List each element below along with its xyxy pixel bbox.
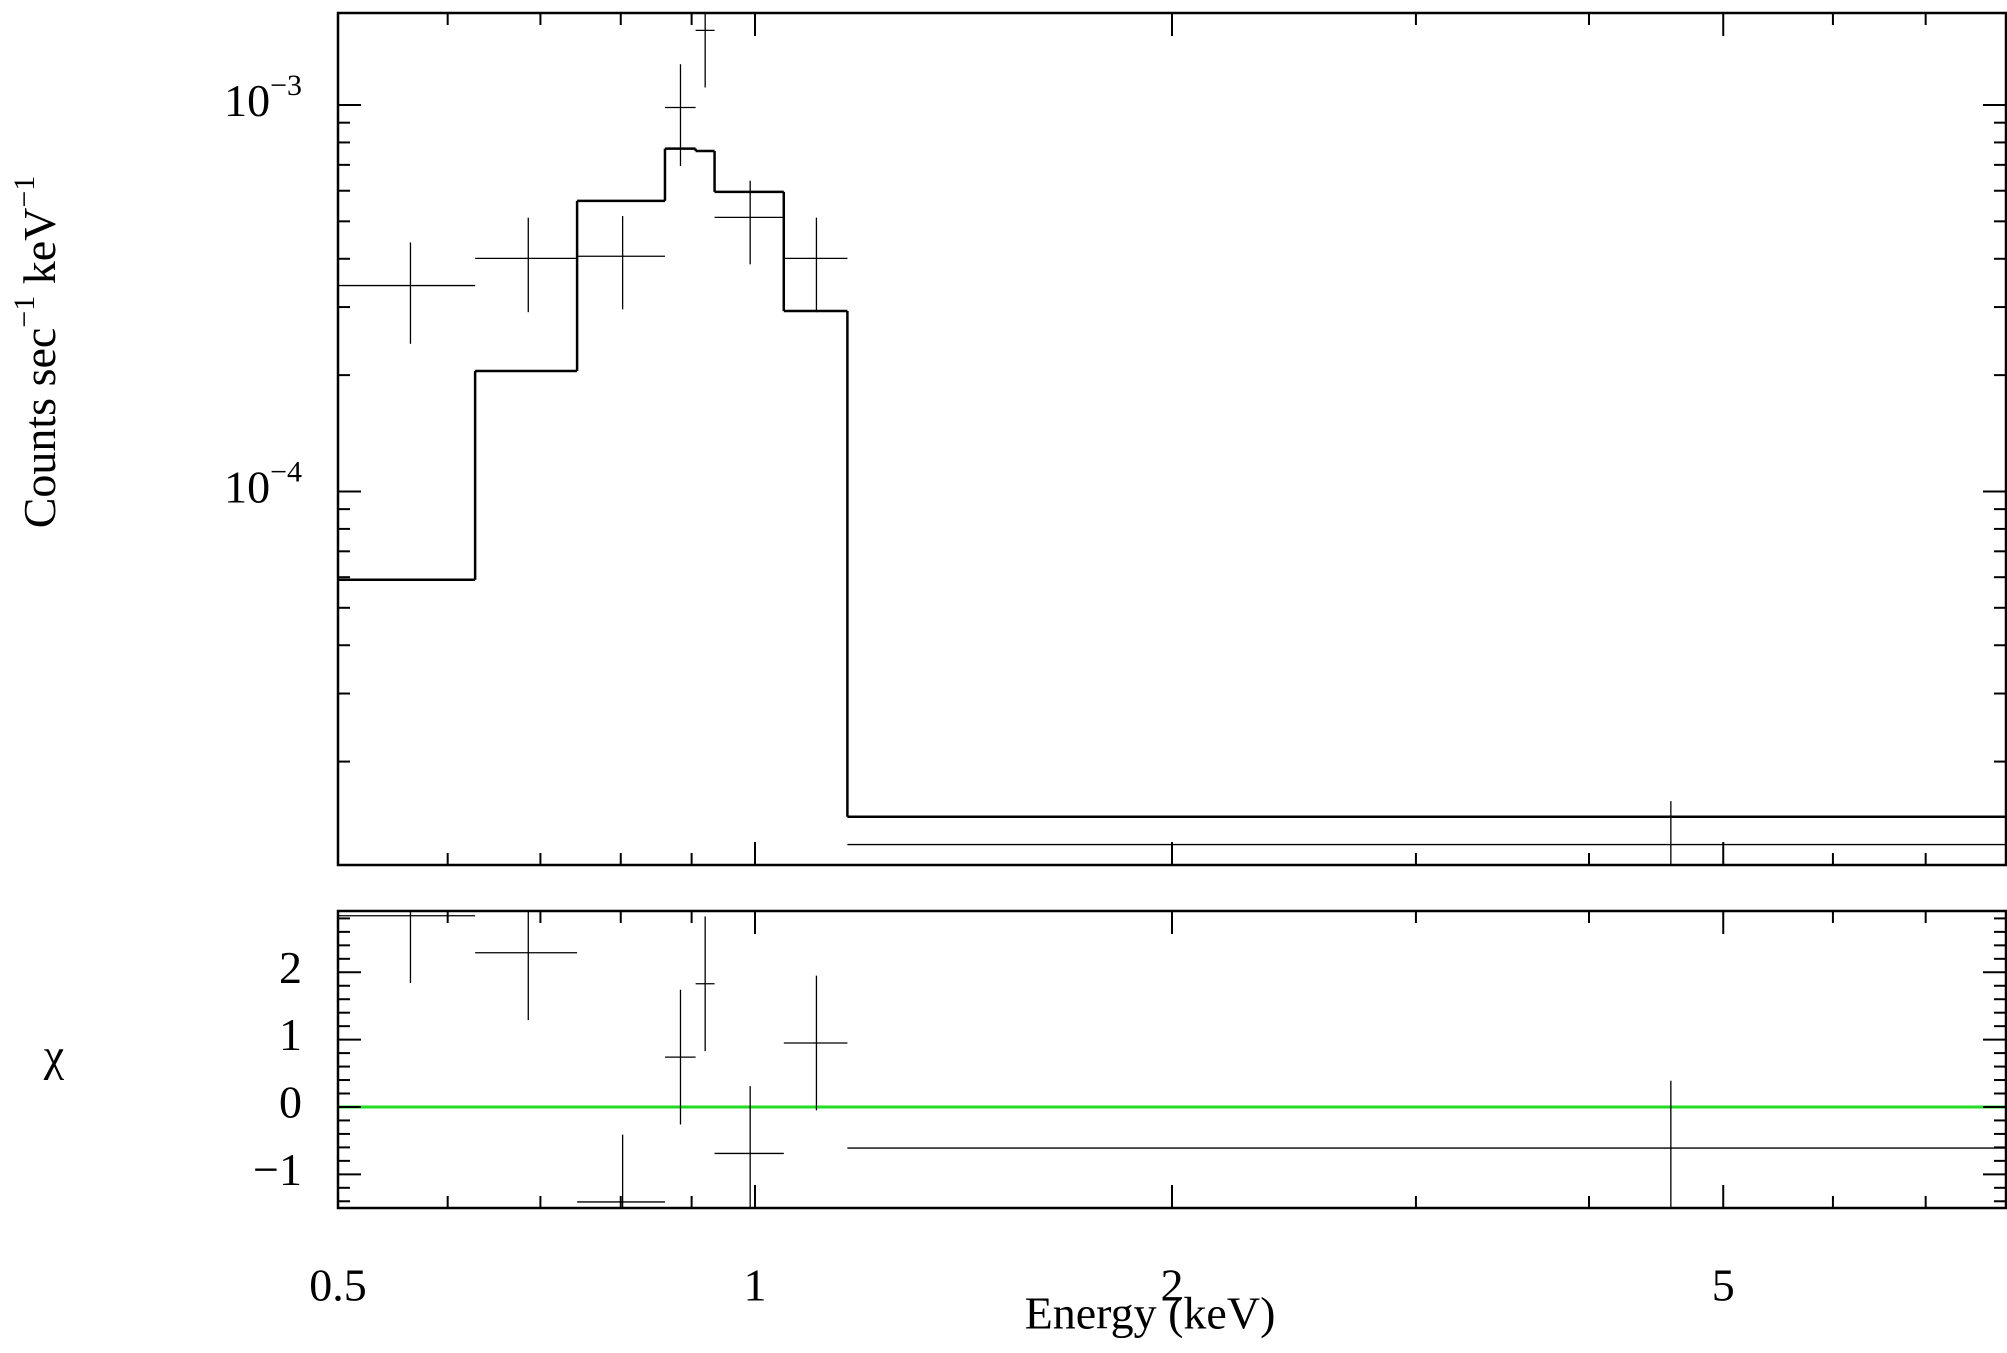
y-axis-title: Counts sec−1 keV−1 (8, 176, 64, 529)
x-axis-title: Energy (keV) (1025, 1288, 1276, 1339)
y-tick-label: 1 (279, 1009, 302, 1060)
label-text: keV (14, 208, 65, 296)
plot-frame (336, 909, 2007, 1210)
label-exponent: −1 (8, 296, 41, 328)
residual-axis-title: χ (43, 1030, 65, 1081)
tick-base: 10 (224, 461, 270, 512)
y-tick-label: 10−4 (224, 456, 302, 512)
x-tick-label: 1 (744, 1260, 767, 1311)
y-tick-label: 2 (279, 942, 302, 993)
x-tick-label: 2 (1161, 1260, 1184, 1311)
tick-exponent: −4 (270, 456, 302, 489)
x-tick-label: 0.5 (309, 1260, 367, 1311)
y-tick-label: −1 (253, 1144, 302, 1195)
y-tick-label: 10−3 (224, 69, 302, 125)
spectrum-plot (338, 13, 2006, 865)
x-tick-label: 5 (1712, 1260, 1735, 1311)
residual-plot (338, 911, 2006, 1208)
tick-exponent: −3 (270, 69, 302, 102)
y-tick-label: 0 (279, 1077, 302, 1128)
label-exponent: −1 (8, 176, 41, 208)
label-text: Counts sec (14, 328, 65, 529)
tick-base: 10 (224, 75, 270, 126)
plot-frame (336, 11, 2007, 867)
